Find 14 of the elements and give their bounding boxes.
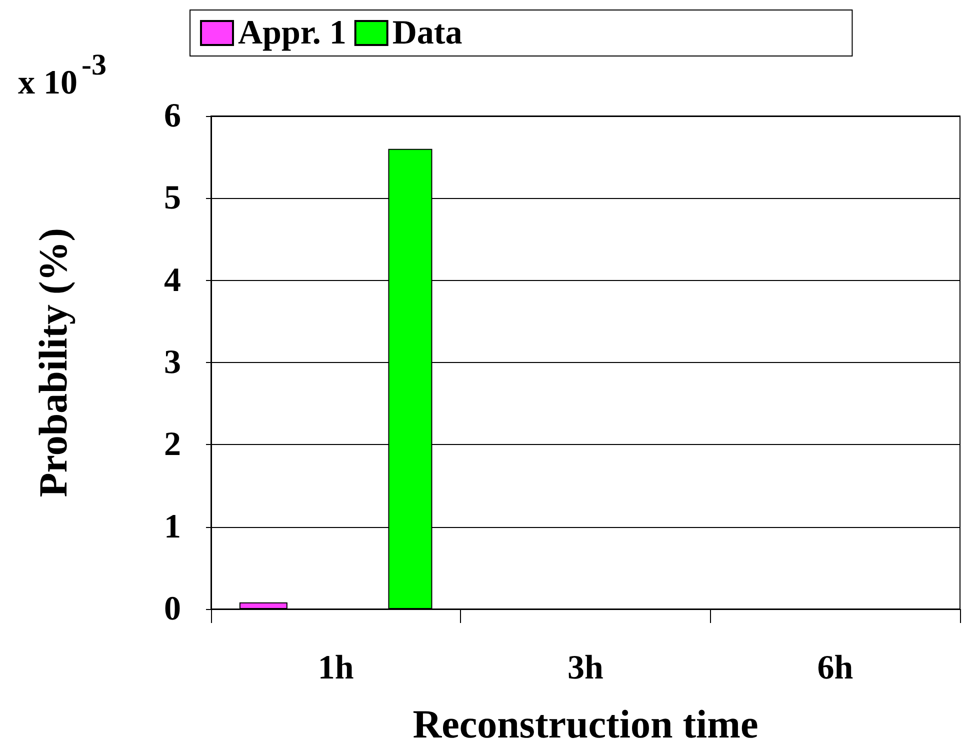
legend-label: Appr. 1 <box>238 14 346 52</box>
y-axis-title: Probability (%) <box>30 228 76 498</box>
y-tick-label: 2 <box>164 426 181 464</box>
x-tick-label: 1h <box>318 650 354 686</box>
x-tick-label: 3h <box>568 650 604 686</box>
y-tick-label: 4 <box>164 262 181 299</box>
y-tick-label: 1 <box>164 508 181 546</box>
y-tick-label: 3 <box>164 344 181 381</box>
x-axis-title: Reconstruction time <box>412 702 758 746</box>
y-tick-label: 0 <box>164 590 181 628</box>
y-tick-label: 6 <box>164 98 181 134</box>
legend-label: Data <box>392 14 462 52</box>
y-tick-label: 5 <box>164 180 181 217</box>
x-tick-label: 6h <box>817 650 854 686</box>
